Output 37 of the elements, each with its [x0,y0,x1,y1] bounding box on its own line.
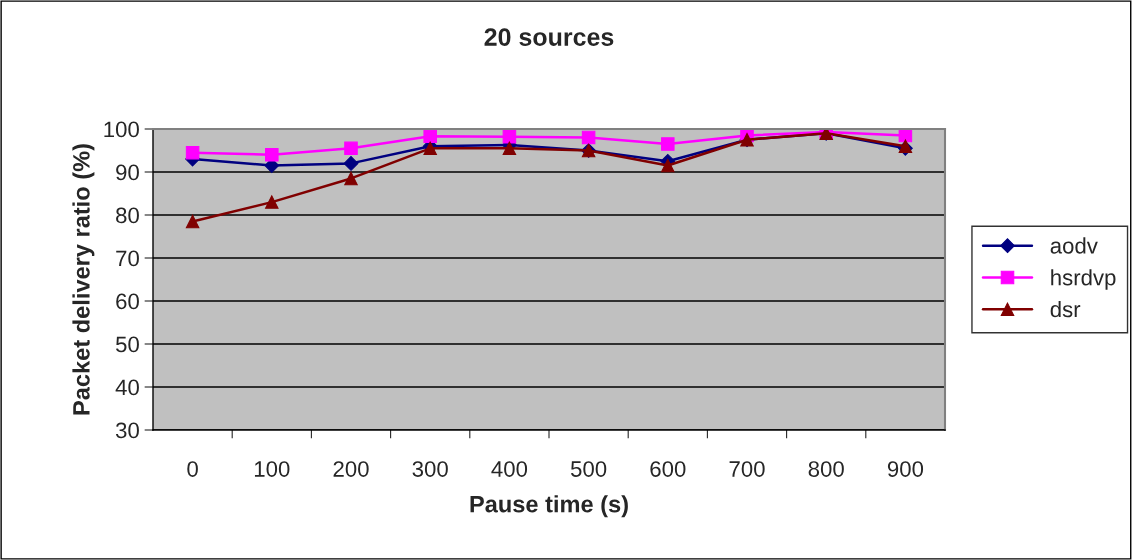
point [502,141,517,156]
x-tick-label: 100 [254,461,290,477]
legend-label: dsr [1050,300,1081,318]
y-tick-label: 30 [115,422,139,439]
x-tick-label: 300 [412,461,448,477]
x-tick-label: 200 [333,461,369,477]
point [423,129,437,144]
x-tick-label: 600 [650,461,686,477]
chart-title: 20 sources [484,28,614,46]
point [502,129,517,144]
x-tick-label: 0 [187,461,198,477]
x-axis-title: Pause time (s) [470,495,628,518]
legend-label: hsrdvp [1051,269,1116,290]
x-tick-label: 900 [887,461,924,477]
point [661,158,675,173]
y-tick-label: 90 [116,164,139,181]
point [343,156,359,171]
point [661,137,675,151]
y-tick-label: 80 [116,207,139,224]
point [265,148,279,162]
point [344,171,358,186]
point [581,130,596,145]
x-tick-label: 700 [729,461,765,477]
x-tick-label: 800 [808,461,844,477]
point [185,145,200,160]
y-tick-label: 100 [104,121,139,138]
point [185,214,200,229]
y-tick-label: 50 [115,336,139,353]
x-tick-label: 400 [491,461,528,477]
y-tick-label: 70 [116,250,139,267]
y-tick-label: 40 [115,379,139,396]
legend-label: aodv [1050,237,1098,254]
point [344,141,358,156]
x-tick-label: 500 [570,461,607,477]
y-tick-label: 60 [116,293,139,310]
point [265,195,279,209]
y-axis-title: Packet delivery ratio (%) [72,144,95,415]
